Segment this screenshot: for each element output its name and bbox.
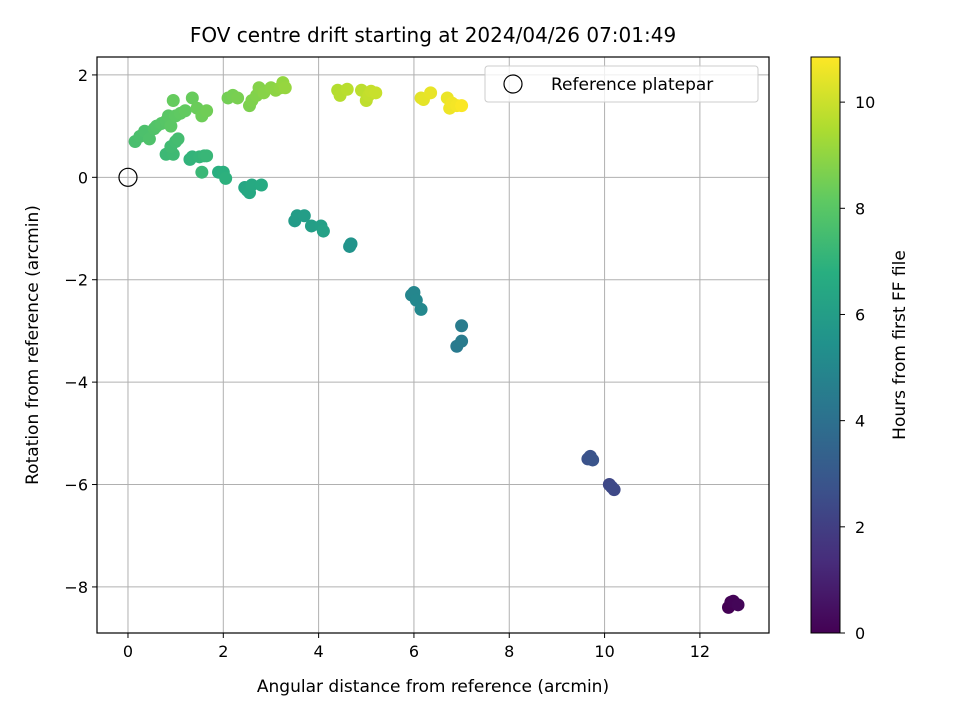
- y-tick-label: −4: [64, 373, 88, 392]
- legend: Reference platepar: [484, 65, 759, 103]
- data-point: [304, 219, 318, 233]
- y-tick-label: −6: [64, 476, 88, 495]
- y-tick-label: 2: [78, 66, 88, 85]
- reference-point: [118, 167, 138, 187]
- legend-box: [484, 65, 759, 103]
- data-point: [231, 91, 245, 105]
- x-tick-label: 8: [504, 642, 514, 661]
- data-point: [278, 81, 292, 95]
- y-tick-label: −2: [64, 271, 88, 290]
- data-point: [369, 86, 383, 100]
- data-point: [142, 132, 156, 146]
- colorbar-tick-label: 2: [855, 518, 865, 537]
- x-tick-label: 4: [314, 642, 324, 661]
- data-point: [455, 99, 469, 113]
- x-tick-label: 2: [218, 642, 228, 661]
- data-point: [340, 82, 354, 96]
- plot-area: [97, 57, 769, 633]
- data-point: [414, 302, 428, 316]
- colorbar-tick-label: 0: [855, 624, 865, 643]
- data-point: [171, 132, 185, 146]
- colorbar-label: Hours from first FF file: [890, 250, 910, 440]
- data-point: [455, 334, 469, 348]
- data-point: [316, 224, 330, 238]
- y-axis-label: Rotation from reference (arcmin): [23, 205, 43, 485]
- colorbar-ticks: 0 2 4 6 8 10: [840, 93, 875, 643]
- x-tick-label: 6: [409, 642, 419, 661]
- x-axis-ticks: 0 2 4 6 8 10 12: [123, 633, 710, 661]
- legend-label: Reference platepar: [551, 75, 713, 95]
- chart-title: FOV centre drift starting at 2024/04/26 …: [190, 23, 676, 47]
- data-point: [254, 178, 268, 192]
- data-point: [605, 480, 619, 494]
- data-point: [164, 119, 178, 133]
- x-axis-label: Angular distance from reference (arcmin): [257, 677, 609, 697]
- data-point: [731, 598, 745, 612]
- y-tick-label: 0: [78, 168, 88, 187]
- data-point: [195, 165, 209, 179]
- y-axis-ticks: −8 −6 −4 −2 0 2: [64, 66, 97, 597]
- colorbar-tick-label: 8: [855, 199, 865, 218]
- colorbar-tick-label: 4: [855, 412, 865, 431]
- y-tick-label: −8: [64, 578, 88, 597]
- data-point: [297, 209, 311, 223]
- legend-marker-icon: [503, 74, 523, 94]
- data-point: [219, 171, 233, 185]
- data-point: [185, 91, 199, 105]
- colorbar-tick-label: 6: [855, 305, 865, 324]
- plot-frame: [96, 56, 770, 634]
- colorbar: [810, 56, 841, 634]
- x-tick-label: 12: [690, 642, 710, 661]
- data-point: [455, 319, 469, 333]
- x-tick-label: 0: [123, 642, 133, 661]
- colorbar-tick-label: 10: [855, 93, 875, 112]
- data-point: [586, 453, 600, 467]
- reference-marker: [118, 167, 138, 187]
- data-point: [424, 86, 438, 100]
- data-point: [245, 178, 259, 192]
- data-point: [166, 94, 180, 108]
- data-point: [200, 149, 214, 163]
- data-points: [128, 76, 745, 614]
- x-tick-label: 10: [594, 642, 614, 661]
- data-point: [200, 104, 214, 118]
- data-point: [344, 237, 358, 251]
- data-point: [178, 104, 192, 118]
